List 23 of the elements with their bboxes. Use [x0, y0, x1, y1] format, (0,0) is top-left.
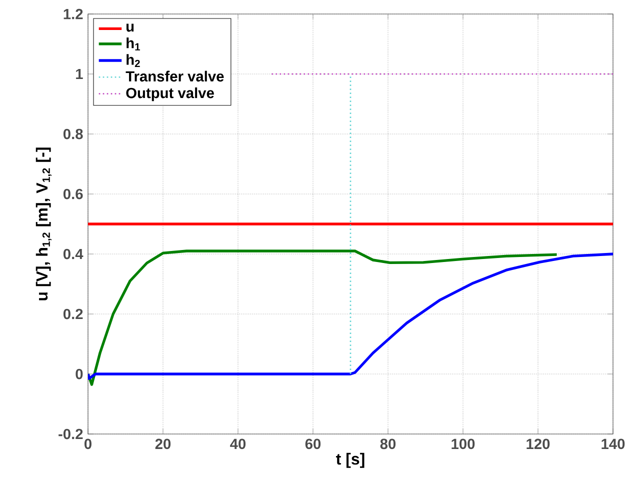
- x-tick-label: 60: [305, 438, 321, 450]
- x-axis-title: t [s]: [336, 452, 364, 468]
- y-tick-label: 0.8: [63, 128, 83, 140]
- y-tick-label: 1.2: [64, 8, 83, 20]
- x-tick-label: 20: [155, 438, 171, 450]
- y-tick-label: 0.4: [63, 248, 84, 260]
- y-tick-label: 0.6: [63, 188, 83, 200]
- x-tick-label: 0: [84, 438, 92, 450]
- legend-label: h$_{1}$: [126, 38, 140, 50]
- legend-label: h$_{2}$: [126, 54, 140, 67]
- x-tick-label: 80: [380, 438, 396, 450]
- y-tick-label: -0.2: [58, 428, 83, 440]
- legend-label: Output valve: [126, 87, 214, 102]
- x-tick-label: 100: [452, 438, 475, 450]
- y-tick-label: 0: [76, 368, 83, 380]
- legend-label: u: [126, 24, 134, 32]
- y-tick-label: 1: [76, 68, 83, 80]
- x-tick-label: 40: [230, 438, 246, 450]
- x-tick-label: 120: [526, 438, 550, 450]
- x-tick-label: 140: [602, 438, 625, 450]
- legend-label: Transfer valve: [126, 70, 224, 82]
- y-tick-label: 0.2: [63, 308, 83, 320]
- y-axis-title: u [V], h$_{1,2}$ [m], V$_{1,2}$ [-]: [36, 148, 52, 300]
